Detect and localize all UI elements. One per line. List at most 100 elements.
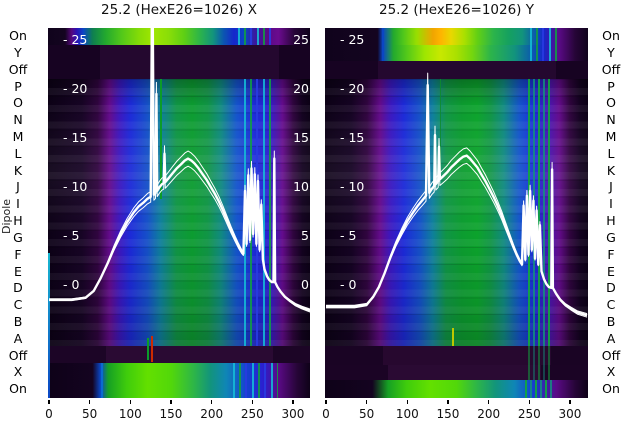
row-label: J [609, 179, 613, 195]
edge-stripe [48, 253, 50, 398]
y-tick-label-right: 10 [293, 179, 309, 194]
y-tick-label: - 20 [63, 81, 88, 96]
x-tick-mark [211, 400, 213, 404]
heatmap-band-y-top [325, 45, 588, 61]
row-label: J [16, 179, 20, 195]
x-tick-mark [528, 400, 530, 404]
y-tick-label-right: 25 [293, 32, 309, 47]
row-label: G [13, 229, 23, 245]
vertical-stripes [528, 346, 550, 380]
x-tick-label: 50 [359, 407, 375, 421]
white-overlay-trace [326, 83, 588, 317]
green-stripe [440, 79, 441, 179]
row-label: N [606, 112, 616, 128]
x-tick-mark [447, 400, 449, 404]
row-label: Off [8, 61, 28, 77]
row-label: F [14, 246, 22, 262]
x-tick-label: 150 [436, 407, 460, 421]
y-tick-label: - 10 [63, 179, 88, 194]
row-label: On [602, 381, 620, 397]
row-label: D [606, 280, 616, 296]
y-tick-label: - 0 [340, 277, 357, 292]
row-label: C [606, 297, 616, 313]
overlay-line-chart [326, 72, 588, 318]
y-tick-label: - 5 [63, 228, 80, 243]
x-tick-label: 100 [118, 407, 142, 421]
vertical-stripes [233, 363, 278, 398]
vertical-stripes [530, 28, 560, 61]
x-tick-mark [325, 400, 327, 404]
x-axis-right: 0 50 100 150 200 250 300 [322, 398, 588, 430]
x-tick-label: 200 [200, 407, 224, 421]
white-overlay-trace [49, 28, 310, 313]
x-tick-mark [170, 400, 172, 404]
green-stripe [160, 79, 162, 199]
x-tick-mark [89, 400, 91, 404]
row-label: On [9, 381, 27, 397]
row-label: P [607, 78, 615, 94]
row-label: X [13, 364, 23, 380]
heatmap-band-inner [377, 61, 557, 79]
heatmap-band-inner [382, 346, 552, 365]
row-label: B [606, 313, 616, 329]
row-label: L [14, 145, 22, 161]
x-tick-label: 200 [477, 407, 501, 421]
vertical-stripes [525, 380, 555, 398]
y-tick-label: - 25 [63, 32, 88, 47]
row-label: D [13, 280, 23, 296]
row-label: Off [601, 347, 621, 363]
x-tick-mark [251, 400, 253, 404]
x-tick-label: 50 [82, 407, 98, 421]
x-tick-label: 0 [45, 407, 53, 421]
x-tick-label: 0 [322, 407, 330, 421]
row-label: K [606, 162, 616, 178]
white-overlay-trace [326, 72, 588, 318]
row-labels-left: On Y Off P O N M L K J I H G F E D C B A Off X On [2, 28, 34, 398]
row-label: A [606, 330, 616, 346]
y-tick-label-right: 5 [301, 228, 309, 243]
x-tick-mark [569, 400, 571, 404]
heatmap-band-off-dark [325, 346, 588, 365]
heatmap-band-on-top [325, 28, 588, 45]
row-labels-right: On Y Off P O N M L K J I H G F E D C B A Off X On [594, 28, 628, 398]
right-panel-title: 25.2 (HexE26=1026) Y [378, 2, 534, 18]
row-label: X [606, 364, 616, 380]
red-tick-stripe [151, 336, 153, 362]
row-label: P [14, 78, 22, 94]
heatmap-panel-y: - 25 - 20 - 15 - 10 - 5 - 0 [325, 28, 588, 398]
row-label: F [607, 246, 615, 262]
y-tick-label: - 10 [340, 179, 365, 194]
y-tick-label: - 20 [340, 81, 365, 96]
y-tick-label: - 15 [63, 130, 88, 145]
x-tick-label: 300 [281, 407, 305, 421]
green-tick-stripe [147, 338, 149, 360]
vertical-stripes [238, 28, 274, 45]
x-tick-label: 250 [240, 407, 264, 421]
row-label: On [602, 28, 620, 44]
heatmap-band-inner [388, 365, 541, 380]
row-label: On [9, 28, 27, 44]
row-label: B [13, 313, 23, 329]
x-axis-left: 0 50 100 150 200 250 300 [45, 398, 310, 430]
x-tick-mark [366, 400, 368, 404]
x-tick-mark [48, 400, 50, 404]
row-label: L [607, 145, 615, 161]
row-label: O [13, 95, 23, 111]
x-tick-label: 250 [517, 407, 541, 421]
row-label: H [606, 213, 616, 229]
heatmap-band-off-dark [48, 45, 310, 79]
heatmap-band-inner [100, 45, 279, 79]
blue-stripe [101, 363, 103, 398]
row-label: N [13, 112, 23, 128]
row-label: I [609, 196, 613, 212]
y-tick-label: - 5 [340, 228, 357, 243]
row-label: Y [607, 44, 615, 60]
y-tick-label: - 25 [340, 32, 365, 47]
y-tick-label: - 0 [63, 277, 80, 292]
heatmap-panel-x: - 25 25 - 20 20 - 15 15 - 10 10 - 5 5 - 0 0 [48, 28, 310, 398]
row-label: I [16, 196, 20, 212]
white-overlay-trace [49, 28, 310, 312]
left-panel-title: 25.2 (HexE26=1026) X [100, 2, 257, 18]
yellow-tick-stripe [452, 328, 454, 346]
